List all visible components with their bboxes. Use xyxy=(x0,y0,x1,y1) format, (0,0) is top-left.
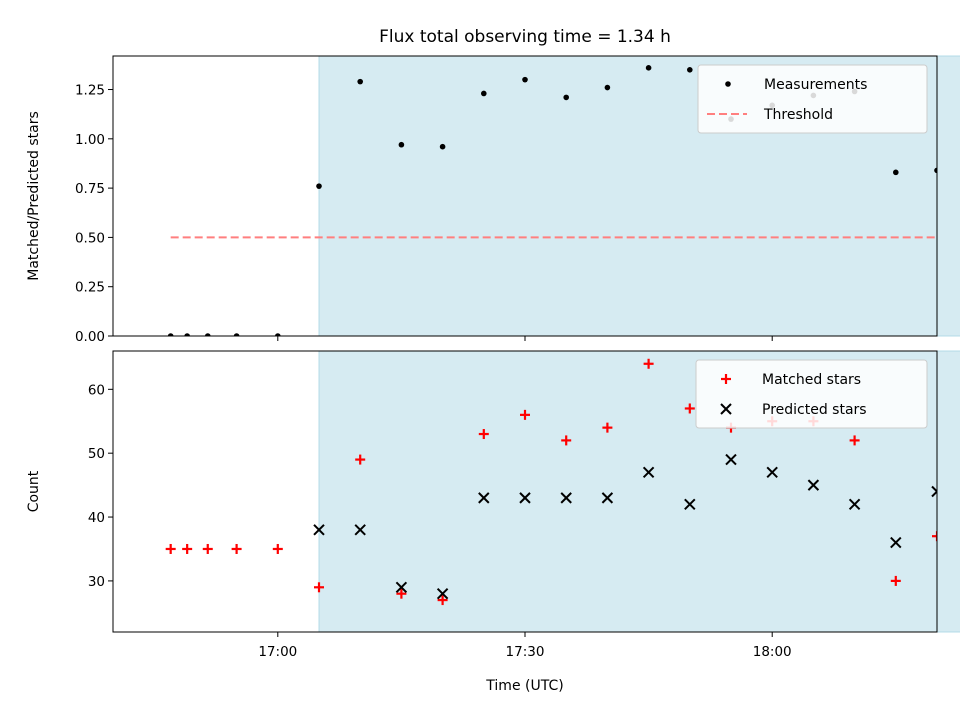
data-point xyxy=(893,169,899,176)
data-point xyxy=(202,543,213,554)
bottom-panel-counts: 3040506017:0017:3018:0018:3019:00CountTi… xyxy=(26,350,960,694)
data-point xyxy=(645,65,652,71)
data-point xyxy=(167,333,174,336)
data-point xyxy=(684,498,696,510)
data-point xyxy=(849,435,860,446)
data-point xyxy=(807,479,820,491)
legend-label: Matched stars xyxy=(762,372,861,388)
y-tick-label: 0.75 xyxy=(75,181,105,197)
data-point xyxy=(272,543,283,554)
data-point xyxy=(231,543,242,554)
data-point xyxy=(932,531,937,542)
data-point xyxy=(165,543,176,554)
legend-label: Predicted stars xyxy=(762,402,867,418)
data-point xyxy=(643,358,654,369)
data-point xyxy=(478,429,489,440)
data-point xyxy=(233,333,240,336)
data-point xyxy=(204,333,211,336)
legend-label: Threshold xyxy=(763,107,833,123)
y-tick-label: 0.50 xyxy=(75,230,105,246)
data-point xyxy=(314,582,324,593)
data-point xyxy=(848,498,861,510)
data-point xyxy=(354,524,366,536)
x-axis-label: Time (UTC) xyxy=(485,678,563,694)
legend: Measurements Threshold xyxy=(697,64,928,134)
data-point xyxy=(766,466,778,479)
data-point xyxy=(522,76,528,83)
data-point xyxy=(275,333,281,336)
data-point xyxy=(602,422,613,433)
data-point xyxy=(398,141,405,148)
data-point xyxy=(561,435,572,446)
data-point xyxy=(481,90,487,97)
data-point xyxy=(316,183,322,189)
data-point xyxy=(560,492,572,504)
data-point xyxy=(396,588,407,599)
legend-box xyxy=(695,359,928,429)
legend: Matched stars Predicted stars xyxy=(695,359,928,429)
y-tick-label: 0.00 xyxy=(75,329,105,345)
data-point xyxy=(931,485,937,498)
y-tick-label: 60 xyxy=(88,382,105,398)
y-tick-label: 30 xyxy=(88,574,105,590)
x-tick-label: 17:00 xyxy=(258,644,297,660)
data-point xyxy=(684,403,695,414)
data-point xyxy=(563,94,569,101)
data-point xyxy=(355,454,366,465)
data-point xyxy=(436,587,449,600)
legend-marker xyxy=(720,403,732,415)
chart-title: Flux total observing time = 1.34 h xyxy=(379,27,671,47)
y-axis-label: Count xyxy=(26,470,42,512)
data-point xyxy=(601,492,614,504)
data-point xyxy=(439,143,446,150)
data-point xyxy=(478,492,490,504)
data-point xyxy=(890,575,901,586)
y-tick-label: 1.25 xyxy=(75,83,105,99)
data-point xyxy=(182,543,193,554)
legend-marker xyxy=(725,81,731,87)
data-point xyxy=(890,536,902,549)
data-point xyxy=(687,67,693,73)
data-point xyxy=(725,453,737,466)
plot-area xyxy=(165,358,937,606)
y-tick-label: 0.25 xyxy=(75,280,105,296)
data-point xyxy=(519,492,531,504)
plot-area xyxy=(167,65,937,336)
x-tick-label: 17:30 xyxy=(506,644,545,660)
data-point xyxy=(357,78,364,85)
data-point xyxy=(437,595,448,606)
legend-box xyxy=(697,64,928,134)
y-tick-label: 50 xyxy=(88,446,105,462)
y-axis-label: Matched/Predicted stars xyxy=(26,111,42,281)
data-point xyxy=(395,581,408,594)
data-point xyxy=(184,333,190,336)
x-tick-label: 18:00 xyxy=(753,644,792,660)
y-tick-label: 1.00 xyxy=(75,132,105,148)
legend-label: Measurements xyxy=(764,77,867,93)
data-point xyxy=(313,524,325,536)
series-predicted-stars xyxy=(313,453,937,600)
data-point xyxy=(520,409,530,420)
y-tick-label: 40 xyxy=(88,510,105,526)
series-measurements xyxy=(167,65,937,336)
data-point xyxy=(934,167,937,174)
data-point xyxy=(604,84,611,91)
top-panel-measurements: 0.00 0.25 0.50 0.75 1.00 1.25 Matched/Predicte… xyxy=(26,55,960,345)
data-point xyxy=(642,466,655,479)
